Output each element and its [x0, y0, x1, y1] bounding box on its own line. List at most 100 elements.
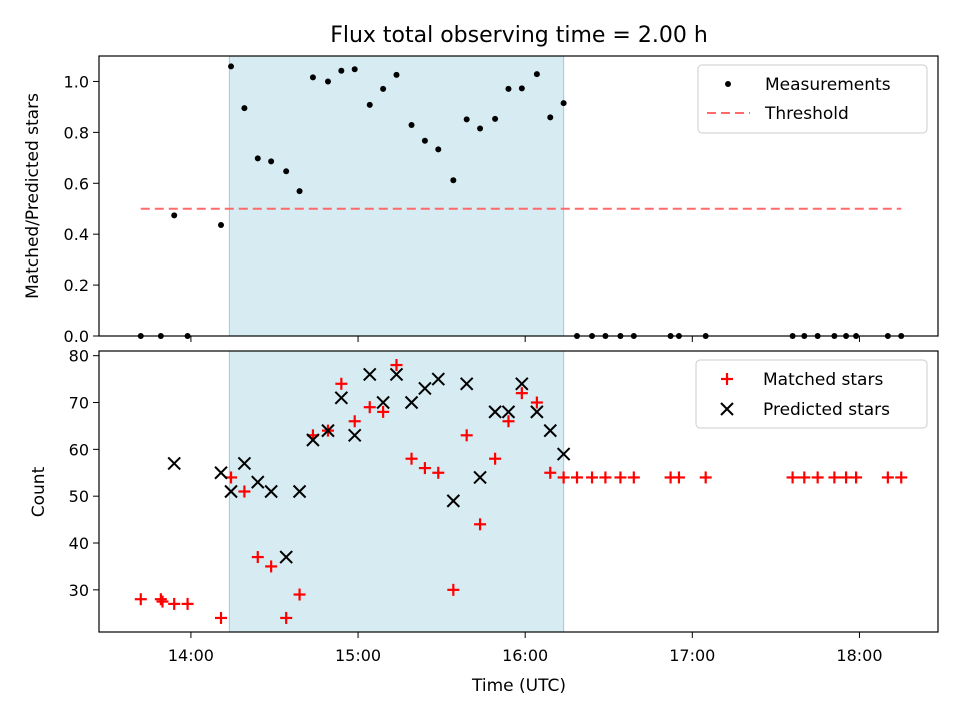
- measurement-point: [560, 100, 567, 107]
- predicted-stars-point: [224, 484, 238, 499]
- matched-stars-point: [614, 471, 627, 484]
- predicted-stars-point: [556, 447, 571, 461]
- predicted-stars-point: [530, 405, 544, 419]
- y-tick-label: 80: [69, 347, 89, 366]
- predicted-stars-point: [501, 405, 516, 419]
- bottom-series-group: [134, 359, 908, 624]
- measurement-point: [408, 121, 415, 128]
- matched-stars-point: [840, 471, 853, 484]
- measurement-point: [477, 125, 484, 132]
- measurement-point: [283, 168, 290, 175]
- measurement-point: [309, 74, 316, 81]
- matched-stars-point: [798, 471, 811, 484]
- predicted-stars-point: [404, 395, 419, 410]
- predicted-stars-point: [251, 475, 265, 489]
- top-legend-box: [697, 64, 928, 134]
- measurement-point: [324, 78, 331, 85]
- predicted-stars-point: [376, 395, 390, 410]
- matched-stars-point: [489, 452, 502, 465]
- legend-matched-label: Matched stars: [763, 370, 883, 390]
- top-y-axis-label: Matched/Predicted stars: [23, 93, 43, 299]
- matched-stars-point: [215, 611, 228, 624]
- predicted-stars-point: [389, 367, 404, 382]
- bottom-y-ticks: 30 40 50 60 70 80: [69, 347, 99, 600]
- predicted-stars-point: [348, 428, 362, 443]
- matched-stars-point: [251, 551, 264, 564]
- measurement-point: [296, 188, 303, 195]
- bottom-span-highlight: [228, 350, 565, 633]
- matched-stars-point: [377, 405, 390, 418]
- predicted-stars-point: [167, 456, 181, 471]
- x-axis-label: Time (UTC): [471, 676, 566, 696]
- matched-stars-point: [405, 452, 418, 465]
- y-tick-label: 1.0: [64, 72, 89, 91]
- legend-predicted-marker: [720, 402, 734, 416]
- predicted-stars-point: [418, 381, 432, 396]
- y-tick-label: 0.2: [64, 276, 89, 295]
- measurement-point: [366, 101, 373, 108]
- y-tick-label: 0.6: [64, 174, 89, 193]
- predicted-stars-point: [264, 484, 278, 499]
- matched-stars-point: [293, 588, 306, 601]
- matched-stars-point: [460, 429, 473, 442]
- measurement-point: [218, 222, 225, 229]
- measurement-point: [463, 116, 470, 123]
- matched-stars-point: [599, 471, 612, 484]
- matched-stars-point: [134, 593, 147, 606]
- matched-stars-point: [418, 462, 431, 475]
- matched-stars-point: [850, 471, 863, 484]
- matched-stars-point: [699, 471, 712, 484]
- measurement-point: [171, 212, 178, 219]
- legend-measurements-label: Measurements: [765, 75, 891, 95]
- measurement-point: [393, 71, 400, 78]
- matched-stars-point: [530, 396, 543, 409]
- matched-stars-point: [828, 471, 841, 484]
- matched-stars-point: [786, 471, 799, 484]
- predicted-stars-point: [279, 550, 293, 564]
- y-tick-label: 0.0: [64, 327, 89, 346]
- predicted-stars-point: [543, 423, 557, 438]
- matched-stars-point: [447, 583, 460, 596]
- predicted-stars-point: [446, 494, 461, 508]
- matched-stars-point: [881, 471, 894, 484]
- matched-stars-point: [474, 518, 487, 531]
- measurement-point: [268, 158, 275, 165]
- top-panel: 0.0 0.2 0.4 0.6 0.8 1.0 Matched/Predicted sta…: [23, 55, 939, 346]
- matched-stars-point: [895, 471, 908, 484]
- bottom-legend: Matched stars Predicted stars: [695, 359, 928, 429]
- y-tick-label: 40: [69, 534, 89, 553]
- predicted-stars-point: [334, 391, 349, 405]
- matched-stars-point: [627, 471, 640, 484]
- matched-stars-point: [432, 466, 445, 479]
- y-tick-label: 70: [69, 394, 89, 413]
- matched-stars-point: [570, 471, 583, 484]
- measurement-point: [338, 67, 345, 74]
- y-tick-label: 60: [69, 440, 89, 459]
- matched-stars-point: [154, 593, 167, 606]
- top-span-highlight: [228, 55, 565, 337]
- matched-stars-point: [181, 597, 194, 610]
- legend-threshold-label: Threshold: [764, 104, 849, 124]
- matched-stars-point: [280, 611, 293, 624]
- predicted-stars-point: [321, 423, 335, 438]
- predicted-stars-point: [306, 433, 320, 447]
- x-tick-label: 18:00: [836, 646, 882, 665]
- measurement-point: [241, 105, 248, 112]
- predicted-stars-point: [214, 466, 228, 480]
- matched-stars-point: [544, 466, 557, 479]
- x-tick-label: 16:00: [502, 646, 548, 665]
- matched-stars-point: [348, 415, 361, 428]
- x-tick-label: 17:00: [669, 646, 715, 665]
- y-tick-label: 50: [69, 487, 89, 506]
- predicted-stars-point: [237, 456, 252, 471]
- measurement-point: [547, 114, 554, 121]
- measurement-point: [351, 66, 358, 73]
- predicted-stars-point: [488, 405, 502, 419]
- predicted-stars-point: [431, 372, 445, 386]
- predicted-stars-point: [459, 377, 474, 391]
- matched-stars-point: [515, 387, 528, 400]
- measurement-point: [254, 155, 261, 162]
- measurement-point: [492, 115, 499, 122]
- bottom-axes-frame: [98, 350, 939, 633]
- measurement-point: [450, 177, 457, 184]
